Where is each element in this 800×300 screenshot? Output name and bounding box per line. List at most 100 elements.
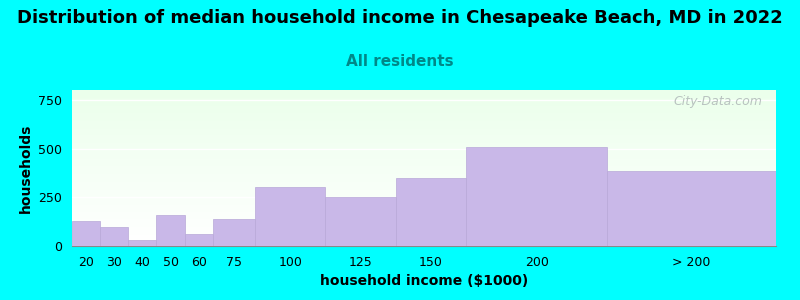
Bar — [72, 221, 776, 223]
Bar — [185, 234, 213, 246]
Bar — [72, 174, 776, 176]
Bar — [72, 221, 100, 246]
Bar — [72, 135, 776, 137]
Bar — [607, 171, 776, 246]
Bar — [72, 96, 776, 98]
Bar — [72, 138, 776, 140]
Bar — [157, 215, 185, 246]
Bar — [72, 93, 776, 95]
Bar — [72, 182, 776, 184]
Bar — [72, 207, 776, 208]
Bar — [72, 134, 776, 135]
Bar — [72, 151, 776, 152]
Bar — [72, 235, 776, 237]
Bar — [72, 116, 776, 118]
Bar — [72, 92, 776, 93]
Bar — [72, 171, 776, 173]
Bar — [72, 126, 776, 128]
Bar — [72, 142, 776, 143]
Bar — [72, 241, 776, 243]
Bar — [396, 178, 466, 246]
Bar — [72, 204, 776, 206]
Bar — [466, 147, 607, 246]
Bar — [72, 112, 776, 113]
Bar — [72, 167, 776, 168]
Bar — [72, 218, 776, 220]
Bar — [72, 109, 776, 110]
Bar — [72, 199, 776, 201]
Bar — [72, 188, 776, 190]
Bar — [72, 155, 776, 157]
Bar — [72, 226, 776, 227]
Bar — [72, 238, 776, 240]
Bar — [72, 223, 776, 224]
Bar — [72, 98, 776, 99]
Bar — [72, 240, 776, 241]
Text: City-Data.com: City-Data.com — [673, 95, 762, 108]
Bar — [72, 198, 776, 199]
Text: All residents: All residents — [346, 54, 454, 69]
Bar — [72, 181, 776, 182]
Bar — [72, 162, 776, 163]
Bar — [72, 107, 776, 109]
Bar — [72, 187, 776, 188]
Bar — [72, 196, 776, 198]
Bar — [72, 163, 776, 165]
Bar — [72, 128, 776, 129]
Bar — [72, 191, 776, 193]
Bar — [72, 106, 776, 107]
Bar — [72, 243, 776, 244]
Bar — [72, 213, 776, 215]
Bar — [72, 169, 776, 171]
Bar — [72, 123, 776, 124]
Bar — [72, 159, 776, 160]
Bar — [72, 176, 776, 177]
Bar — [72, 201, 776, 202]
Bar — [72, 193, 776, 194]
Bar — [72, 212, 776, 213]
Bar — [72, 185, 776, 187]
Bar — [72, 110, 776, 112]
Text: Distribution of median household income in Chesapeake Beach, MD in 2022: Distribution of median household income … — [17, 9, 783, 27]
Y-axis label: households: households — [18, 123, 33, 213]
Bar — [100, 226, 128, 246]
Bar — [72, 121, 776, 123]
Bar — [72, 232, 776, 233]
Bar — [72, 132, 776, 134]
Bar — [72, 190, 776, 191]
Bar — [72, 145, 776, 146]
Bar — [72, 154, 776, 155]
Bar — [72, 157, 776, 159]
Bar — [72, 177, 776, 179]
Bar — [72, 149, 776, 151]
Bar — [72, 208, 776, 210]
Bar — [72, 244, 776, 246]
Bar — [72, 113, 776, 115]
Bar — [72, 120, 776, 121]
Bar — [72, 104, 776, 106]
Bar — [72, 148, 776, 149]
Bar — [72, 118, 776, 120]
Bar — [213, 219, 255, 246]
Bar — [72, 215, 776, 216]
Bar — [72, 137, 776, 138]
Bar — [72, 233, 776, 235]
Bar — [72, 237, 776, 238]
Bar — [72, 143, 776, 145]
Bar — [72, 206, 776, 207]
Bar — [72, 130, 776, 132]
Bar — [72, 210, 776, 212]
Bar — [72, 220, 776, 221]
Bar — [72, 103, 776, 104]
Bar — [72, 224, 776, 226]
Bar — [72, 216, 776, 218]
Bar — [72, 168, 776, 170]
Bar — [72, 227, 776, 229]
Bar — [72, 95, 776, 96]
Bar — [72, 140, 776, 142]
Bar — [72, 129, 776, 130]
Bar — [128, 240, 157, 246]
Bar — [72, 202, 776, 204]
Bar — [72, 230, 776, 232]
Bar — [72, 184, 776, 185]
